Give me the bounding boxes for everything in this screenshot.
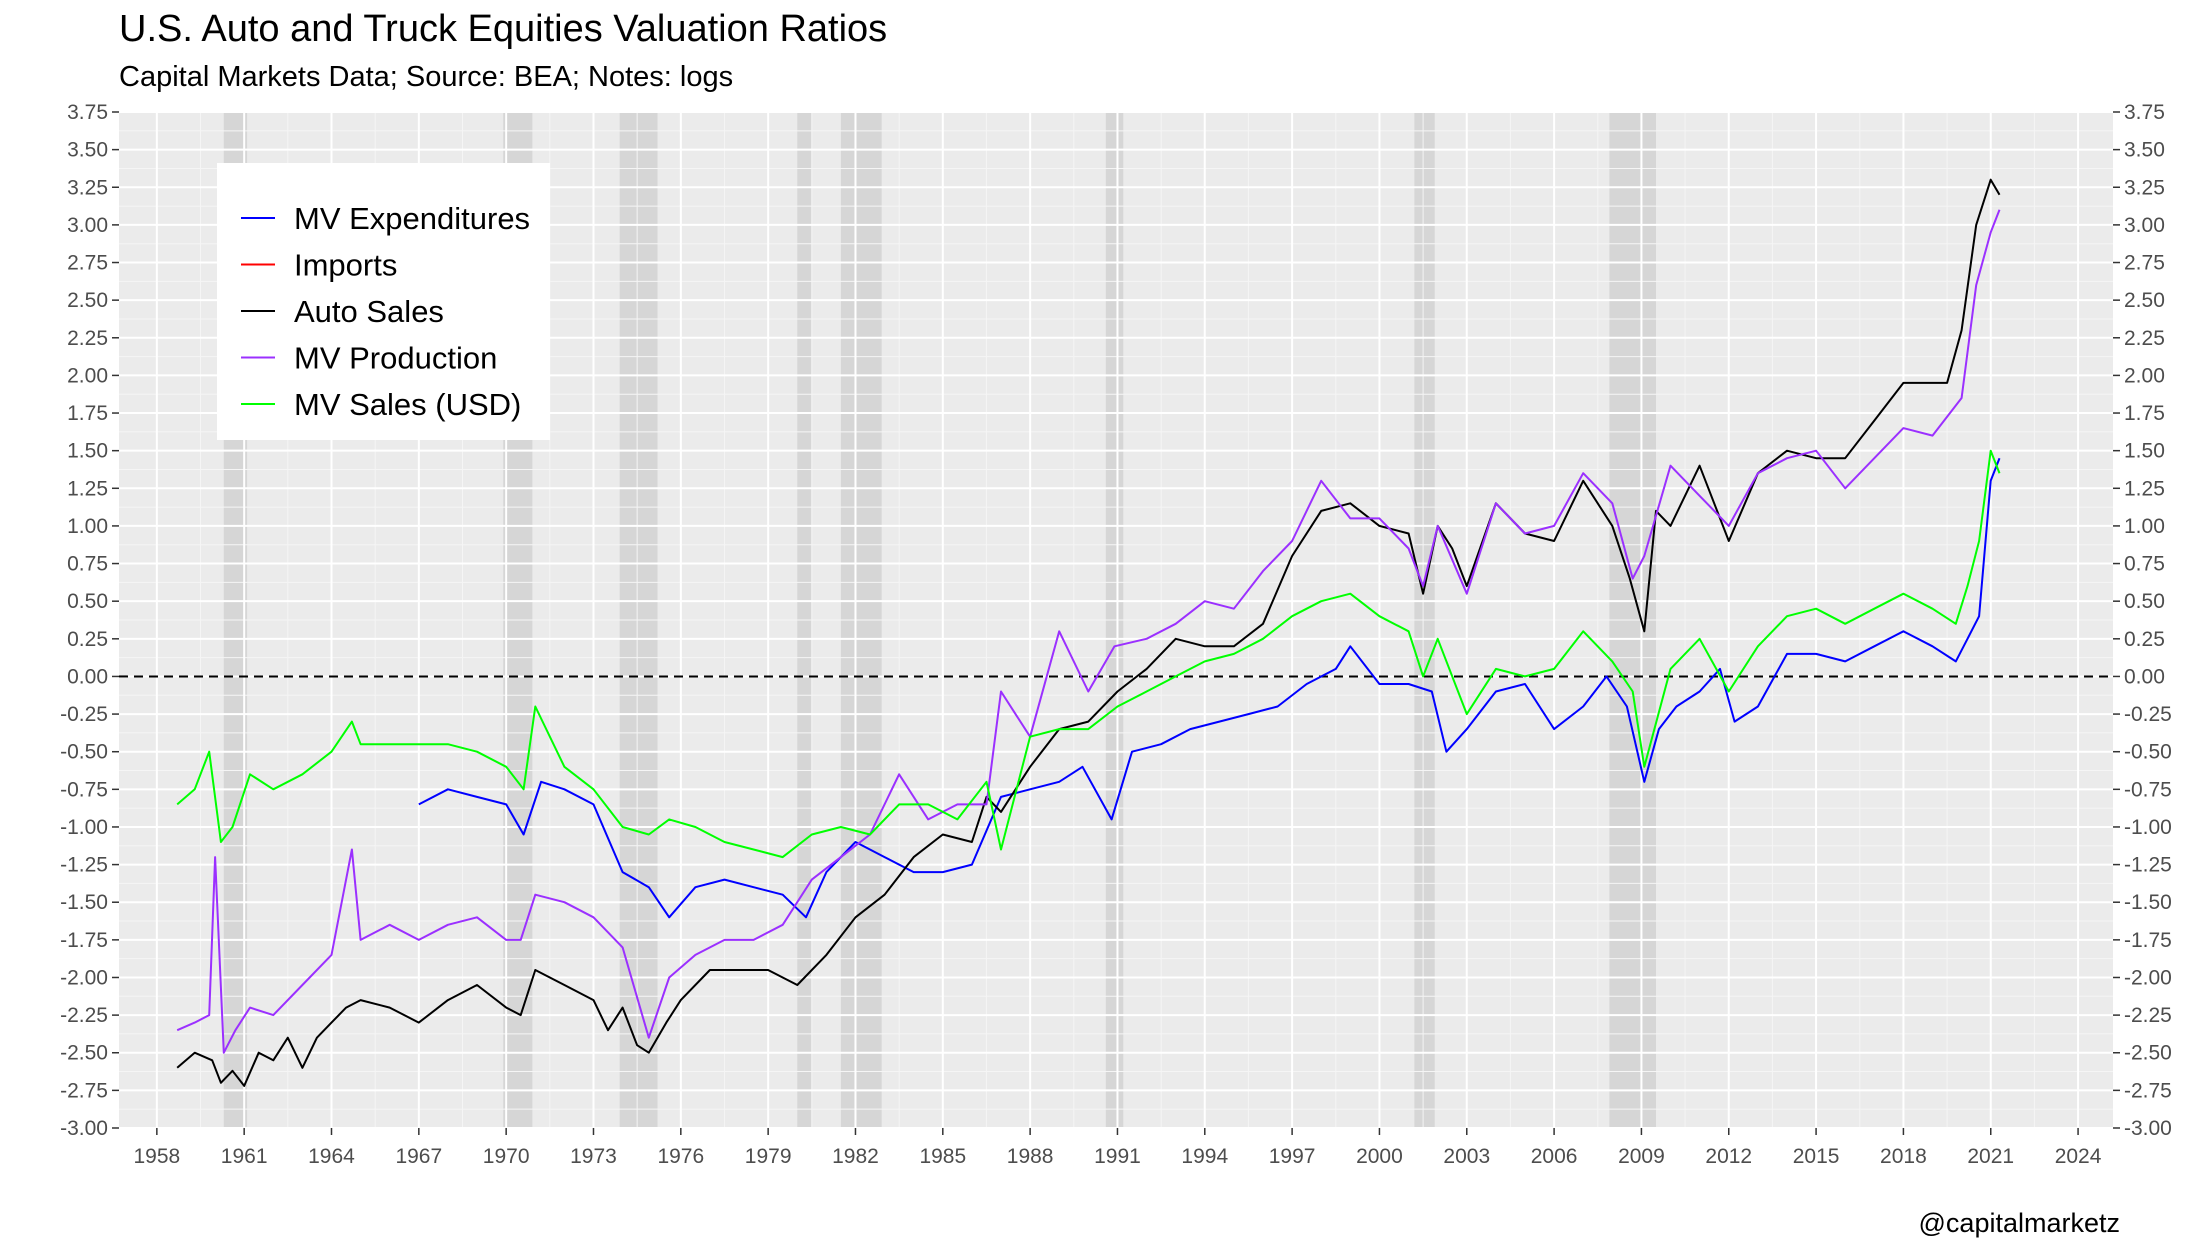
x-tick-label: 1964 xyxy=(308,1145,355,1168)
x-tick-label: 1997 xyxy=(1269,1145,1316,1168)
y-tick-label-left: 0.75 xyxy=(67,553,108,576)
series-line-mv-expenditures xyxy=(418,457,2001,919)
legend-label-auto-sales: Auto Sales xyxy=(294,294,444,329)
y-tick-label-right: -1.00 xyxy=(2124,816,2172,839)
y-tick-label-right: 3.25 xyxy=(2124,176,2165,199)
grid-lines xyxy=(119,111,2113,1129)
legend-label-mv-expenditures: MV Expenditures xyxy=(294,201,530,236)
y-tick-label-right: -3.00 xyxy=(2124,1117,2172,1140)
x-tick-label: 1991 xyxy=(1094,1145,1141,1168)
x-tick-label: 2012 xyxy=(1705,1145,1752,1168)
x-axis: 1958 1961 1964 1967 1970 1973 1976 1979 1982 1985… xyxy=(133,1128,2102,1168)
x-tick-label: 1973 xyxy=(570,1145,617,1168)
y-tick-label-right: -2.25 xyxy=(2124,1004,2172,1027)
x-tick-label: 1970 xyxy=(483,1145,530,1168)
x-tick-label: 2021 xyxy=(1967,1145,2014,1168)
series-line-mv-production xyxy=(176,209,2001,1054)
y-axis-left: 3.75 3.50 3.25 3.00 2.75 2.50 2.25 2.00 1.75 1.50… xyxy=(60,101,119,1140)
y-tick-label-left: 1.75 xyxy=(67,402,108,425)
x-tick-label: 1976 xyxy=(657,1145,704,1168)
x-tick-label: 2006 xyxy=(1531,1145,1578,1168)
y-tick-label-right: 3.00 xyxy=(2124,214,2165,237)
y-tick-label-right: -1.25 xyxy=(2124,854,2172,877)
y-tick-label-left: 2.50 xyxy=(67,289,108,312)
legend-label-mv-production: MV Production xyxy=(294,341,497,376)
y-tick-label-right: 0.00 xyxy=(2124,665,2165,688)
y-tick-label-left: 3.00 xyxy=(67,214,108,237)
y-tick-label-right: -2.75 xyxy=(2124,1079,2172,1102)
y-tick-label-right: 3.50 xyxy=(2124,139,2165,162)
y-tick-label-left: -2.50 xyxy=(60,1042,108,1065)
y-tick-label-left: 1.00 xyxy=(67,515,108,538)
y-tick-label-left: -0.50 xyxy=(60,741,108,764)
x-tick-label: 1961 xyxy=(221,1145,268,1168)
y-tick-label-left: 1.25 xyxy=(67,477,108,500)
credit-label: @capitalmarketz xyxy=(1918,1208,2120,1238)
series-line-mv-sales-usd xyxy=(176,449,2001,859)
x-tick-label: 2018 xyxy=(1880,1145,1927,1168)
y-tick-label-right: -2.00 xyxy=(2124,966,2172,989)
x-tick-label: 2000 xyxy=(1356,1145,1403,1168)
y-tick-label-left: 1.50 xyxy=(67,440,108,463)
y-axis-right: 3.75 3.50 3.25 3.00 2.75 2.50 2.25 2.00 1.75 1.50… xyxy=(2113,101,2172,1140)
legend: MV Expenditures Imports Auto Sales MV Produ… xyxy=(217,163,550,440)
y-tick-label-left: 2.00 xyxy=(67,364,108,387)
y-tick-label-left: -3.00 xyxy=(60,1117,108,1140)
y-tick-label-left: -1.75 xyxy=(60,929,108,952)
y-tick-label-left: -0.75 xyxy=(60,778,108,801)
y-tick-label-right: 2.50 xyxy=(2124,289,2165,312)
y-tick-label-right: 1.25 xyxy=(2124,477,2165,500)
y-tick-label-left: -1.25 xyxy=(60,854,108,877)
x-tick-label: 1979 xyxy=(745,1145,792,1168)
x-tick-label: 1985 xyxy=(919,1145,966,1168)
x-tick-label: 2015 xyxy=(1793,1145,1840,1168)
y-tick-label-right: -0.50 xyxy=(2124,741,2172,764)
y-tick-label-left: 2.25 xyxy=(67,327,108,350)
y-tick-label-right: 2.75 xyxy=(2124,252,2165,275)
y-tick-label-left: -2.00 xyxy=(60,966,108,989)
y-tick-label-left: 0.00 xyxy=(67,665,108,688)
y-tick-label-right: -1.50 xyxy=(2124,891,2172,914)
x-tick-label: 1988 xyxy=(1007,1145,1054,1168)
y-tick-label-right: -0.25 xyxy=(2124,703,2172,726)
y-tick-label-left: -1.50 xyxy=(60,891,108,914)
chart-subtitle: Capital Markets Data; Source: BEA; Notes… xyxy=(119,61,734,93)
chart-title: U.S. Auto and Truck Equities Valuation R… xyxy=(119,8,888,50)
y-tick-label-right: 0.50 xyxy=(2124,590,2165,613)
x-tick-label: 2003 xyxy=(1443,1145,1490,1168)
x-tick-label: 1994 xyxy=(1181,1145,1228,1168)
x-tick-label: 1982 xyxy=(832,1145,879,1168)
y-tick-label-right: -1.75 xyxy=(2124,929,2172,952)
y-tick-label-right: 0.25 xyxy=(2124,628,2165,651)
y-tick-label-left: 3.50 xyxy=(67,139,108,162)
y-tick-label-left: 3.75 xyxy=(67,101,108,124)
y-tick-label-left: -1.00 xyxy=(60,816,108,839)
x-tick-label: 1958 xyxy=(133,1145,180,1168)
y-tick-label-right: 1.75 xyxy=(2124,402,2165,425)
x-tick-label: 1967 xyxy=(395,1145,442,1168)
y-tick-label-right: 0.75 xyxy=(2124,553,2165,576)
y-tick-label-left: -2.25 xyxy=(60,1004,108,1027)
y-tick-label-left: -2.75 xyxy=(60,1079,108,1102)
x-tick-label: 2024 xyxy=(2055,1145,2102,1168)
y-tick-label-left: 3.25 xyxy=(67,176,108,199)
y-tick-label-right: -0.75 xyxy=(2124,778,2172,801)
y-tick-label-right: 2.00 xyxy=(2124,364,2165,387)
x-tick-label: 2009 xyxy=(1618,1145,1665,1168)
legend-label-mv-sales-usd: MV Sales (USD) xyxy=(294,387,521,422)
legend-box xyxy=(217,163,550,440)
y-tick-label-right: 1.50 xyxy=(2124,440,2165,463)
y-tick-label-left: 0.50 xyxy=(67,590,108,613)
legend-label-imports: Imports xyxy=(294,248,397,283)
y-tick-label-left: -0.25 xyxy=(60,703,108,726)
y-tick-label-right: 2.25 xyxy=(2124,327,2165,350)
y-tick-label-left: 2.75 xyxy=(67,252,108,275)
y-tick-label-left: 0.25 xyxy=(67,628,108,651)
y-tick-label-right: 1.00 xyxy=(2124,515,2165,538)
series-lines xyxy=(176,178,2001,1087)
y-tick-label-right: -2.50 xyxy=(2124,1042,2172,1065)
y-tick-label-right: 3.75 xyxy=(2124,101,2165,124)
